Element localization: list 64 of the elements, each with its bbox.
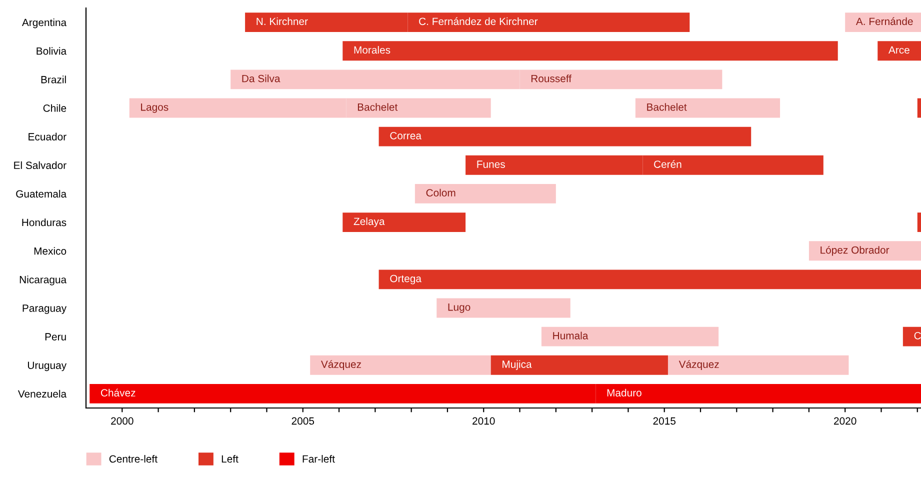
data-label: Ortega [390,274,422,284]
bar [342,212,466,232]
y-tick-label: Bolivia [36,47,67,55]
data-label: Rousseff [531,74,572,82]
data-label: Morales [354,46,390,54]
data-label: Zelaya [354,217,385,228]
y-tick-label: Honduras [22,218,66,226]
bar [808,241,921,261]
bar [342,41,838,61]
x-tick-label: 2015 [653,417,676,425]
data-label: Vázquez [678,360,719,370]
bar [878,41,921,61]
x-tick-label: 2010 [472,417,495,425]
data-label: Mujica [502,360,532,370]
legend-label: Left [222,455,238,463]
bar [541,326,719,346]
data-label: Bachelet [358,103,398,111]
y-tick-label: El Salvador [14,161,66,170]
y-tick-label: Chile [43,104,66,112]
data-label: C [914,332,921,340]
x-tick-label: 2020 [834,417,856,425]
bar [668,355,849,375]
legend-label: Far-left [302,454,335,463]
x-tick-label: 2005 [292,417,314,425]
y-tick-label: Paraguay [22,304,67,314]
y-tick-label: Brazil [41,76,66,84]
bar [378,126,752,146]
y-tick-label: Uruguay [28,362,67,372]
y-tick-label: Guatemala [16,190,67,198]
data-label: Colom [426,188,456,197]
bar [902,326,921,346]
y-tick-label: Peru [45,333,66,340]
bar [490,355,668,375]
data-label: Correa [390,132,422,140]
data-label: Lagos [141,104,168,113]
bar [414,184,556,204]
y-tick-label: Nicaragua [20,276,67,286]
data-label: C. Fernández de Kirchner [419,17,538,26]
data-label: Humala [553,332,588,340]
y-tick-label: Venezuela [18,390,67,398]
bar [378,270,921,290]
data-label: Vázquez [321,360,361,370]
data-label: N. Kirchner [256,17,308,26]
bar [845,12,921,32]
data-label: López Obrador [820,246,890,256]
data-label: Maduro [607,388,642,397]
y-tick-label: Mexico [34,247,66,255]
bar [917,98,921,118]
y-tick-label: Argentina [22,18,67,28]
data-label: Chávez [100,388,136,397]
bar [635,98,780,118]
data-label: Bachelet [647,103,687,111]
legend-label: Centre-left [109,454,158,463]
data-label: Funes [477,160,505,168]
data-label: Da Silva [242,74,280,82]
x-tick-label: 2000 [111,417,134,425]
bar [310,355,491,375]
data-label: Cerén [654,160,682,168]
data-label: A. Fernánde [856,17,913,26]
data-label: Arce [888,46,910,54]
y-tick-label: Ecuador [28,132,66,140]
data-label: Lugo [448,304,470,313]
bar [917,212,921,232]
bar [436,298,570,318]
